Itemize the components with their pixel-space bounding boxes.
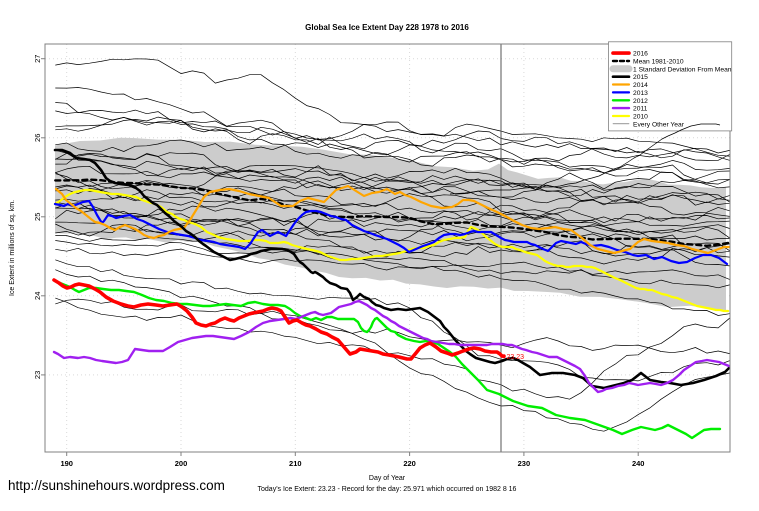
- svg-text:http://sunshinehours.wordpress: http://sunshinehours.wordpress.com: [8, 478, 225, 493]
- svg-text:190: 190: [60, 459, 73, 468]
- svg-text:26: 26: [33, 134, 42, 142]
- svg-text:2015: 2015: [633, 74, 648, 81]
- svg-text:Today's Ice Extent: 23.23 - R: Today's Ice Extent: 23.23 - Record for t…: [258, 486, 517, 493]
- svg-text:Ice Extent in millions of sq.: Ice Extent in millions of sq. km.: [9, 200, 16, 296]
- svg-text:25: 25: [33, 213, 42, 221]
- svg-text:24: 24: [33, 292, 42, 300]
- svg-text:2013: 2013: [633, 90, 648, 97]
- svg-text:2016: 2016: [633, 51, 648, 58]
- svg-text:220: 220: [403, 459, 416, 468]
- svg-text:210: 210: [289, 459, 302, 468]
- svg-text:2010: 2010: [633, 114, 648, 121]
- svg-text:23: 23: [33, 371, 42, 379]
- svg-text:2014: 2014: [633, 82, 648, 89]
- svg-text:Every Other Year: Every Other Year: [633, 121, 685, 128]
- svg-text:200: 200: [175, 459, 188, 468]
- svg-text:27: 27: [33, 55, 42, 63]
- svg-text:Global Sea Ice Extent Day 228: Global Sea Ice Extent Day 228 1978 to 20…: [305, 23, 469, 32]
- svg-text:230: 230: [518, 459, 531, 468]
- svg-text:2012: 2012: [633, 98, 648, 105]
- svg-text:Day of Year: Day of Year: [369, 475, 406, 482]
- svg-text:Mean 1981-2010: Mean 1981-2010: [633, 59, 684, 66]
- svg-text:2011: 2011: [633, 106, 648, 113]
- svg-text:23.23: 23.23: [507, 354, 525, 361]
- svg-text:1 Standard Deviation From Mean: 1 Standard Deviation From Mean: [633, 66, 732, 73]
- svg-text:240: 240: [632, 459, 645, 468]
